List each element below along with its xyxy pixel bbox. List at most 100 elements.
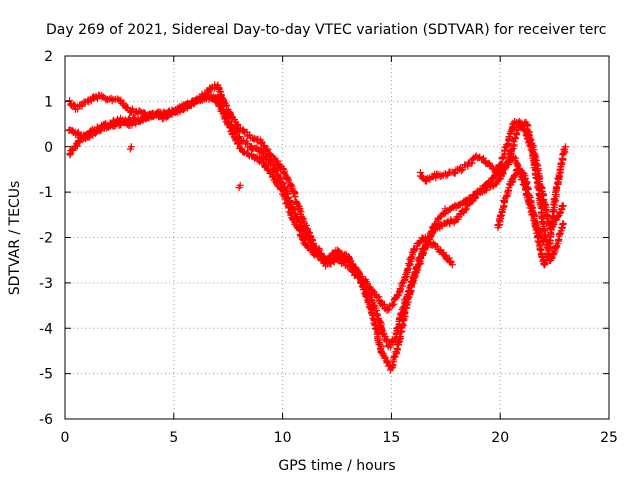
data-point [442, 172, 450, 180]
data-point [524, 184, 532, 192]
data-point [391, 353, 399, 361]
y-tick-label: -3 [39, 276, 53, 292]
data-point [508, 145, 516, 153]
grid [65, 56, 609, 419]
data-point [500, 198, 508, 206]
data-point [214, 93, 222, 101]
data-point [504, 140, 512, 148]
data-point [376, 317, 384, 325]
data-point [404, 264, 412, 272]
data-point [548, 255, 556, 263]
y-tick-label: 0 [44, 140, 53, 156]
data-point [559, 220, 567, 228]
data-point [399, 320, 407, 328]
data-point [277, 185, 285, 193]
data-point [237, 144, 245, 152]
data-point [526, 192, 534, 200]
data-point [389, 354, 397, 362]
data-point [559, 202, 567, 210]
y-tick-label: -1 [39, 185, 53, 201]
y-tick-label: -4 [39, 321, 53, 337]
data-point [236, 181, 244, 189]
data-point [271, 155, 279, 163]
data-point [226, 124, 234, 132]
data-point [534, 238, 542, 246]
chart-title: Day 269 of 2021, Sidereal Day-to-day VTE… [46, 22, 606, 38]
data-point [550, 249, 558, 257]
data-point [556, 166, 564, 174]
data-point [302, 221, 310, 229]
y-tick-label: 2 [44, 49, 53, 65]
data-points [65, 81, 569, 374]
x-tick-label: 0 [61, 430, 70, 446]
data-point [511, 171, 519, 179]
data-point [284, 176, 292, 184]
data-point [185, 101, 193, 109]
x-tick-label: 5 [169, 430, 178, 446]
data-point [523, 180, 531, 188]
y-tick-label: -6 [39, 412, 53, 428]
data-point [284, 202, 292, 210]
data-point [551, 188, 559, 196]
data-point [69, 146, 77, 154]
data-point [413, 262, 421, 270]
data-point [266, 156, 274, 164]
data-point [388, 301, 396, 309]
data-point [561, 143, 569, 151]
y-axis-label: SDTVAR / TECUs [7, 181, 23, 296]
data-point [240, 127, 248, 135]
data-point [235, 140, 243, 148]
x-tick-label: 20 [491, 430, 509, 446]
data-point [397, 285, 405, 293]
y-tick-label: -2 [39, 231, 53, 247]
data-point [372, 324, 380, 332]
data-point [239, 148, 247, 156]
x-tick-label: 15 [382, 430, 400, 446]
data-point [268, 161, 276, 169]
data-point [66, 97, 74, 105]
axis-ticks: 0 5 10 15 20 25 -6 -5 -4 -3 -2 -1 0 1 2 [39, 49, 618, 446]
data-point [74, 137, 82, 145]
data-point [541, 202, 549, 210]
data-point [555, 235, 563, 243]
y-tick-label: 1 [44, 94, 53, 110]
x-tick-label: 25 [600, 430, 618, 446]
data-point [503, 158, 511, 166]
data-point [120, 99, 128, 107]
data-point [421, 244, 429, 252]
data-point [267, 152, 275, 160]
data-point [345, 253, 353, 261]
data-point [451, 169, 459, 177]
data-point [553, 184, 561, 192]
data-point [401, 309, 409, 317]
data-point [545, 236, 553, 244]
data-point [432, 225, 440, 233]
data-point [374, 329, 382, 337]
data-point [295, 226, 303, 234]
data-point [291, 193, 299, 201]
data-point [510, 138, 518, 146]
data-point [264, 145, 272, 153]
data-point [411, 270, 419, 278]
data-point [258, 148, 266, 156]
data-point [296, 207, 304, 215]
data-point [385, 306, 393, 314]
x-tick-label: 10 [274, 430, 292, 446]
data-point [356, 272, 364, 280]
data-point [363, 293, 371, 301]
data-point [127, 143, 135, 151]
data-point [407, 254, 415, 262]
data-point [87, 97, 95, 105]
data-point [513, 159, 521, 167]
data-point [534, 167, 542, 175]
data-point [398, 282, 406, 290]
x-axis-label: GPS time / hours [278, 458, 395, 474]
data-point [462, 205, 470, 213]
y-tick-label: -5 [39, 367, 53, 383]
data-point [216, 101, 224, 109]
data-point [448, 261, 456, 269]
data-point [468, 159, 476, 167]
data-point [532, 226, 540, 234]
data-point [457, 167, 465, 175]
